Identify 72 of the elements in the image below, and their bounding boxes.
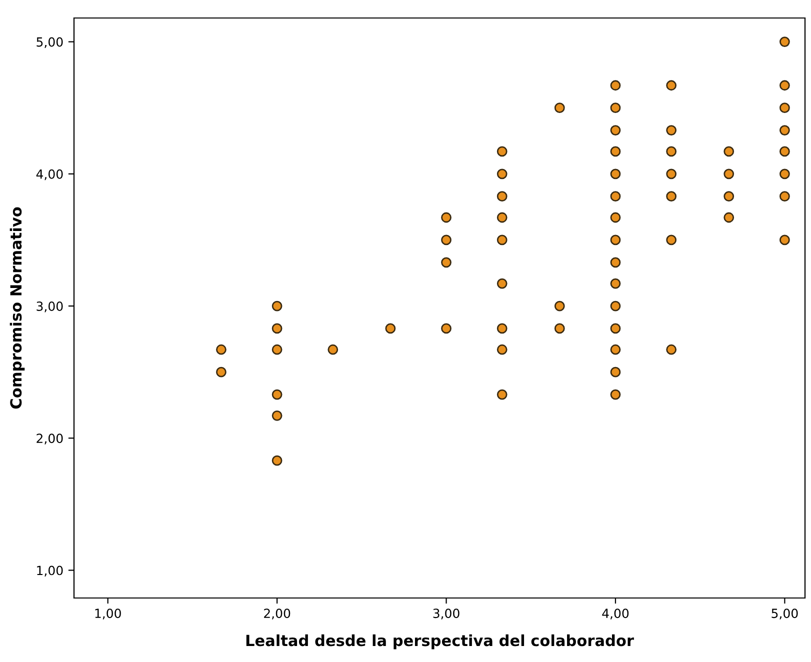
point — [554, 300, 565, 312]
point — [610, 102, 621, 114]
point — [496, 168, 508, 180]
point — [724, 191, 734, 202]
x-axis-title: Lealtad desde la perspectiva del colaborador — [246, 634, 634, 650]
point — [328, 344, 338, 355]
point — [496, 234, 508, 246]
point — [724, 212, 734, 223]
point — [666, 344, 677, 355]
point — [441, 323, 452, 334]
point — [554, 102, 565, 114]
point — [610, 389, 621, 400]
point — [780, 191, 790, 202]
point — [780, 125, 790, 136]
point — [496, 278, 508, 289]
point — [610, 234, 621, 246]
point — [610, 366, 621, 378]
point — [272, 389, 282, 400]
point — [272, 344, 282, 355]
point — [780, 168, 790, 180]
point — [666, 80, 677, 91]
x-tick-label: 4,00 — [602, 608, 629, 620]
x-tick-label: 1,00 — [95, 608, 121, 620]
point — [272, 323, 282, 334]
point — [385, 323, 396, 334]
point — [610, 168, 621, 180]
point — [216, 344, 226, 355]
y-tick-label: 4,00 — [36, 169, 63, 180]
x-tick-label: 2,00 — [264, 608, 290, 620]
point — [610, 344, 621, 355]
point — [780, 146, 790, 157]
point — [496, 146, 508, 157]
point — [724, 168, 734, 180]
point — [610, 300, 621, 312]
point — [610, 80, 621, 91]
y-tick-label: 5,00 — [36, 37, 63, 48]
x-tick-label: 3,00 — [433, 608, 460, 620]
point — [496, 212, 508, 223]
point — [272, 455, 282, 466]
point — [610, 257, 621, 268]
point — [496, 389, 508, 400]
point — [666, 146, 677, 157]
point — [666, 168, 677, 180]
point — [496, 191, 508, 202]
point — [724, 146, 734, 157]
point — [441, 257, 452, 268]
point — [780, 36, 790, 47]
point — [554, 323, 565, 334]
point — [666, 234, 677, 246]
point — [610, 125, 621, 136]
point — [610, 146, 621, 157]
y-tick-label: 1,00 — [37, 566, 63, 576]
point — [780, 234, 790, 246]
point — [610, 323, 621, 334]
point — [272, 300, 282, 312]
y-tick-label: 2,00 — [36, 434, 63, 444]
point — [780, 102, 790, 114]
y-tick-label: 3,00 — [36, 301, 63, 312]
point — [496, 323, 508, 334]
y-axis-title: Compromiso Normativo — [10, 207, 25, 409]
point — [441, 212, 452, 223]
point — [666, 191, 677, 202]
point — [216, 366, 226, 378]
point — [610, 191, 621, 202]
point — [441, 234, 452, 246]
point — [610, 212, 621, 223]
point — [666, 125, 677, 136]
x-tick-label: 5,00 — [772, 608, 798, 620]
point — [496, 344, 508, 355]
point — [610, 278, 621, 289]
point — [272, 410, 282, 421]
point — [780, 80, 790, 91]
